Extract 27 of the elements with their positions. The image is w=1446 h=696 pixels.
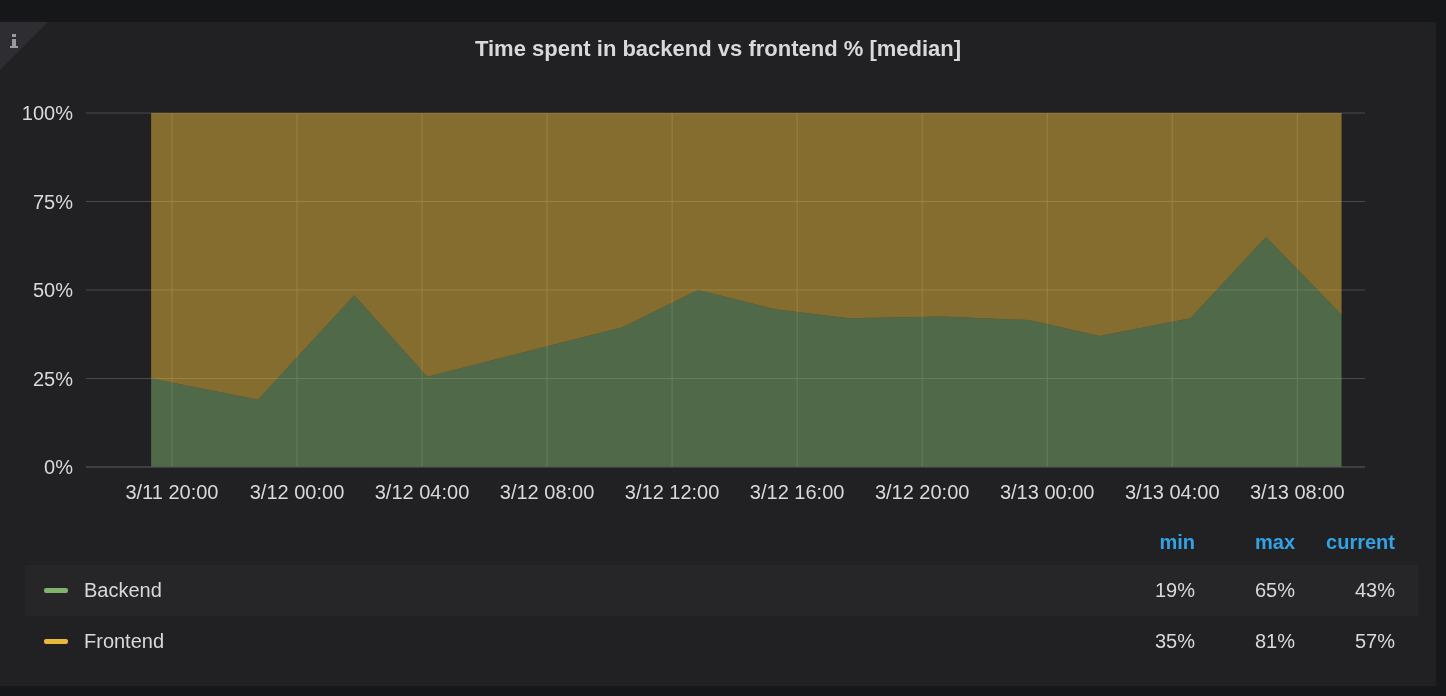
text: 65% — [1253, 579, 1295, 602]
text: 57% — [1353, 630, 1396, 653]
text: min — [1158, 531, 1195, 554]
x-tick-label: 3/13 04:00 — [1124, 481, 1220, 504]
y-tick-label: 25% — [32, 367, 74, 390]
x-tick-label: 3/13 00:00 — [999, 481, 1095, 504]
chart-title: Time spent in backend vs frontend % [median] — [473, 36, 963, 62]
x-tick-label: 3/12 16:00 — [749, 481, 845, 504]
legend-label: Backend — [84, 579, 162, 602]
x-tick-label: 3/12 20:00 — [874, 481, 970, 504]
text: 43% — [1353, 579, 1396, 602]
x-tick-label: 3/12 12:00 — [624, 481, 720, 504]
x-tick-label: 3/12 04:00 — [374, 481, 470, 504]
legend-label: Frontend — [84, 630, 165, 653]
x-tick-label: 3/11 20:00 — [125, 481, 219, 504]
text: 35% — [1153, 630, 1195, 653]
text: 81% — [1253, 630, 1295, 653]
text: 19% — [1153, 579, 1195, 602]
y-tick-label: 75% — [32, 190, 74, 213]
text: max — [1253, 531, 1295, 554]
x-tick-label: 3/12 08:00 — [499, 481, 595, 504]
text: current — [1325, 531, 1396, 554]
y-tick-label: 0% — [44, 456, 74, 479]
y-tick-label: 50% — [32, 279, 74, 302]
x-tick-label: 3/13 08:00 — [1250, 481, 1345, 504]
x-tick-label: 3/12 00:00 — [249, 481, 345, 504]
y-tick-label: 100% — [21, 102, 74, 125]
